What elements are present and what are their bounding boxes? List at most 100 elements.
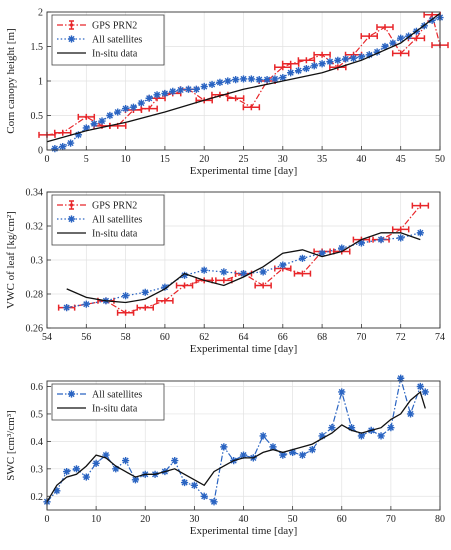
data-point [357,239,365,247]
data-point [192,85,200,93]
data-point [190,481,198,489]
x-axis-label: Experimental time [day] [190,525,298,537]
data-point [334,56,342,64]
data-point [180,478,189,487]
x-tick-label: 10 [91,514,101,525]
data-point [381,42,389,51]
x-tick-label: 45 [396,154,406,165]
x-tick-label: 40 [239,514,249,525]
data-point [406,410,415,418]
data-point [122,105,130,113]
y-tick-label: 0.2 [31,492,44,503]
data-point [318,432,326,440]
data-point [289,448,297,456]
x-tick-label: 15 [160,154,170,165]
y-tick-label: 0.4 [31,437,44,448]
data-point [338,244,346,252]
data-point [318,249,326,257]
data-point [136,304,154,311]
data-point [82,473,90,481]
data-point [259,432,267,440]
data-point [184,85,193,93]
y-tick-label: 0.32 [26,222,44,233]
data-point [294,67,303,75]
data-point [161,283,169,291]
data-point [140,105,158,112]
legend: GPS PRN2 All satellites In-situ data [51,14,165,66]
data-point [287,69,295,77]
data-point [342,55,350,63]
data-point [328,424,336,432]
series-3 [66,232,421,304]
x-tick-label: 60 [337,514,347,525]
data-point [137,99,145,107]
series-line [46,12,441,143]
data-point [423,11,441,18]
data-point [211,91,229,98]
data-point [200,492,208,500]
y-axis-label: VWC of leaf [kg/cm²] [5,211,17,309]
x-tick-label: 35 [317,154,327,165]
x-axis-label: Experimental time [day] [190,165,298,177]
x-tick-label: 10 [121,154,131,165]
data-point [93,122,111,129]
y-axis-label: Corn canopy height [m] [5,28,17,133]
legend-marker-dot [69,203,74,207]
data-point [210,498,218,506]
data-point [220,268,228,276]
legend: All satellites In-situ data [51,383,165,421]
data-point [428,16,436,24]
data-point [112,465,120,473]
data-point [360,33,379,40]
data-point [161,89,169,98]
x-tick-label: 30 [189,514,199,525]
legend-label: GPS PRN2 [92,201,137,212]
data-point [411,202,430,209]
legend-box [51,383,165,421]
data-point [347,424,356,432]
data-point [129,103,138,111]
data-point [63,304,71,312]
data-point [177,86,185,94]
data-point [421,388,429,396]
data-point [51,145,59,153]
legend-label: In-situ data [92,404,138,415]
data-point [255,76,263,84]
data-point [279,451,287,459]
series-line [46,390,426,503]
data-point [318,60,326,68]
data-point [349,54,358,62]
y-tick-label: 0.5 [31,409,44,420]
x-axis-label: Experimental time [day] [190,343,298,355]
series-2 [46,390,426,503]
data-point [313,51,331,58]
data-point [200,266,208,274]
y-tick-label: 0.6 [31,382,44,393]
data-point [357,53,365,61]
data-point [145,94,153,102]
data-point [298,451,307,459]
data-point [263,76,271,84]
x-tick-label: 70 [356,332,366,343]
data-point [271,75,279,83]
data-point [90,120,98,128]
data-point [122,292,130,300]
data-point [242,104,261,111]
x-tick-label: 58 [121,332,131,343]
x-tick-label: 70 [386,514,396,525]
data-point [310,62,318,70]
data-point [153,91,161,99]
x-tick-label: 20 [199,154,209,165]
y-tick-label: 0.26 [26,324,44,335]
legend-label: All satellites [92,215,142,226]
data-point [82,300,90,308]
data-point [171,456,179,465]
x-tick-label: 74 [435,332,445,343]
data-point [239,75,248,83]
data-point [215,277,233,284]
data-point [397,34,405,42]
x-tick-label: 60 [160,332,170,343]
x-tick-label: 66 [278,332,288,343]
series-2 [63,229,424,312]
